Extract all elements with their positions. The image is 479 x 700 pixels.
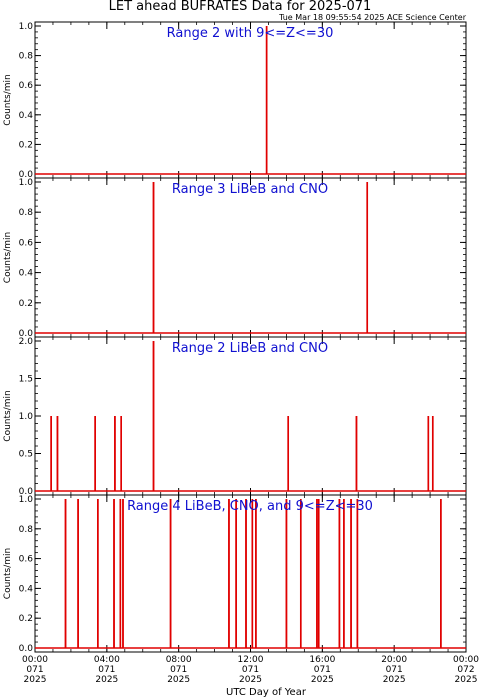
panel-title: Range 3 LiBeB and CNO bbox=[172, 182, 328, 197]
y-tick-label: 1.0 bbox=[19, 22, 34, 32]
x-tick-doy: 071 bbox=[242, 665, 259, 675]
x-tick-year: 2025 bbox=[24, 675, 47, 685]
x-tick-year: 2025 bbox=[95, 675, 118, 685]
y-tick-label: 0.4 bbox=[19, 111, 34, 121]
y-tick-label: 0.4 bbox=[19, 269, 34, 279]
x-tick-year: 2025 bbox=[167, 675, 190, 685]
x-axis: 00:00071202504:00071202508:00071202512:0… bbox=[22, 655, 479, 685]
x-tick-time: 20:00 bbox=[381, 655, 407, 665]
panel-2: 0.0 0.2 0.4 0.6 0.8 1.0 Counts/min Range 3 LiBe… bbox=[3, 177, 467, 339]
x-tick-year: 2025 bbox=[239, 675, 262, 685]
panel-title: Range 2 LiBeB and CNO bbox=[172, 341, 328, 356]
x-tick-time: 16:00 bbox=[309, 655, 335, 665]
panel-title: Range 2 with 9<=Z<=30 bbox=[167, 26, 334, 41]
panel-3: 0.0 0.5 1.0 1.5 2.0 Counts/min Range 2 LiBeB a… bbox=[3, 336, 467, 497]
x-tick-doy: 072 bbox=[457, 665, 474, 675]
y-tick-label: 0.0 bbox=[19, 170, 34, 180]
x-tick-time: 00:00 bbox=[453, 655, 479, 665]
x-tick-doy: 071 bbox=[386, 665, 403, 675]
panel-title: Range 4 LiBeB, CNO, and 9<=Z<=30 bbox=[127, 499, 373, 514]
y-tick-label: 0.8 bbox=[19, 52, 34, 62]
panel-4: 0.0 0.2 0.4 0.6 0.8 1.0 Counts/min Range 4 LiBe… bbox=[3, 494, 467, 654]
y-axis-label: Counts/min bbox=[3, 74, 13, 125]
y-axis-label: Counts/min bbox=[3, 232, 13, 283]
y-axis-label: Counts/min bbox=[3, 548, 13, 599]
y-tick-label: 0.4 bbox=[19, 584, 34, 594]
x-tick-time: 04:00 bbox=[94, 655, 120, 665]
y-tick-label: 0.2 bbox=[19, 299, 33, 309]
y-tick-label: 0.0 bbox=[19, 487, 34, 497]
y-tick-label: 0.0 bbox=[19, 329, 34, 339]
panels: 0.0 0.2 0.4 0.6 0.8 1.0 Counts/min Range 2 with… bbox=[3, 21, 467, 654]
y-tick-label: 1.0 bbox=[19, 178, 34, 188]
y-tick-label: 0.6 bbox=[19, 81, 34, 91]
series-line bbox=[35, 182, 466, 334]
x-tick-time: 00:00 bbox=[22, 655, 48, 665]
x-tick-year: 2025 bbox=[311, 675, 334, 685]
series-line bbox=[35, 499, 466, 649]
y-tick-label: 0.0 bbox=[19, 644, 34, 654]
y-tick-label: 2.0 bbox=[19, 337, 34, 347]
y-tick-label: 1.0 bbox=[19, 495, 34, 505]
y-tick-label: 0.8 bbox=[19, 525, 34, 535]
x-tick-doy: 071 bbox=[170, 665, 187, 675]
x-tick-doy: 071 bbox=[314, 665, 331, 675]
y-tick-label: 0.2 bbox=[19, 140, 33, 150]
y-tick-label: 0.6 bbox=[19, 238, 34, 248]
panel-frame bbox=[34, 177, 467, 338]
x-tick-doy: 071 bbox=[26, 665, 43, 675]
series-line bbox=[35, 26, 466, 175]
y-tick-label: 1.5 bbox=[19, 375, 33, 385]
x-tick-year: 2025 bbox=[383, 675, 406, 685]
x-tick-time: 12:00 bbox=[238, 655, 264, 665]
y-tick-label: 1.0 bbox=[19, 412, 34, 422]
timestamp: Tue Mar 18 09:55:54 2025 ACE Science Cen… bbox=[278, 13, 467, 22]
panel-1: 0.0 0.2 0.4 0.6 0.8 1.0 Counts/min Range 2 with… bbox=[3, 21, 467, 180]
x-tick-year: 2025 bbox=[455, 675, 478, 685]
y-axis-label: Counts/min bbox=[3, 390, 13, 441]
panel-frame bbox=[34, 336, 467, 496]
y-tick-label: 0.8 bbox=[19, 208, 34, 218]
y-tick-label: 0.6 bbox=[19, 555, 34, 565]
series-line bbox=[35, 341, 466, 492]
y-tick-label: 0.2 bbox=[19, 614, 33, 624]
figure-title: LET ahead BUFRATES Data for 2025-071 bbox=[109, 0, 372, 14]
y-tick-label: 0.5 bbox=[19, 450, 33, 460]
x-tick-time: 08:00 bbox=[166, 655, 192, 665]
x-tick-doy: 071 bbox=[98, 665, 115, 675]
x-axis-label: UTC Day of Year bbox=[226, 687, 307, 698]
panel-frame bbox=[34, 21, 467, 179]
panel-frame bbox=[34, 494, 467, 653]
